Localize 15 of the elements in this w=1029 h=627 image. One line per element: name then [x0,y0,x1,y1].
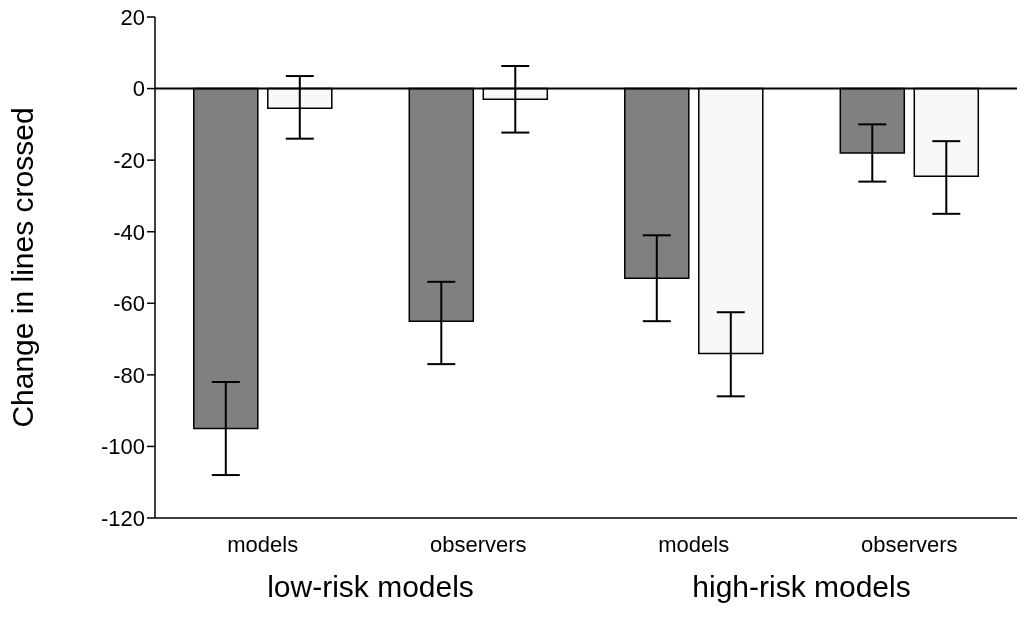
y-axis-title: Change in lines crossed [5,107,39,428]
y-tick-label: -80 [113,362,145,388]
y-tick-label: -60 [113,291,145,317]
text: low-risk models [266,570,475,604]
y-tick-label: 0 [132,76,145,102]
text: high-risk models [691,570,912,604]
x-tick-label: observers [860,531,958,557]
y-tick-label: -40 [113,219,145,245]
x-tick-label: observers [429,531,527,557]
y-tick-label: -120 [100,505,145,531]
x-tick-label: models [658,531,730,557]
x-tick-label: models [227,531,299,557]
y-tick-label: 20 [120,4,145,30]
y-tick-label: -20 [113,147,145,173]
y-tick-label: -100 [100,434,145,460]
